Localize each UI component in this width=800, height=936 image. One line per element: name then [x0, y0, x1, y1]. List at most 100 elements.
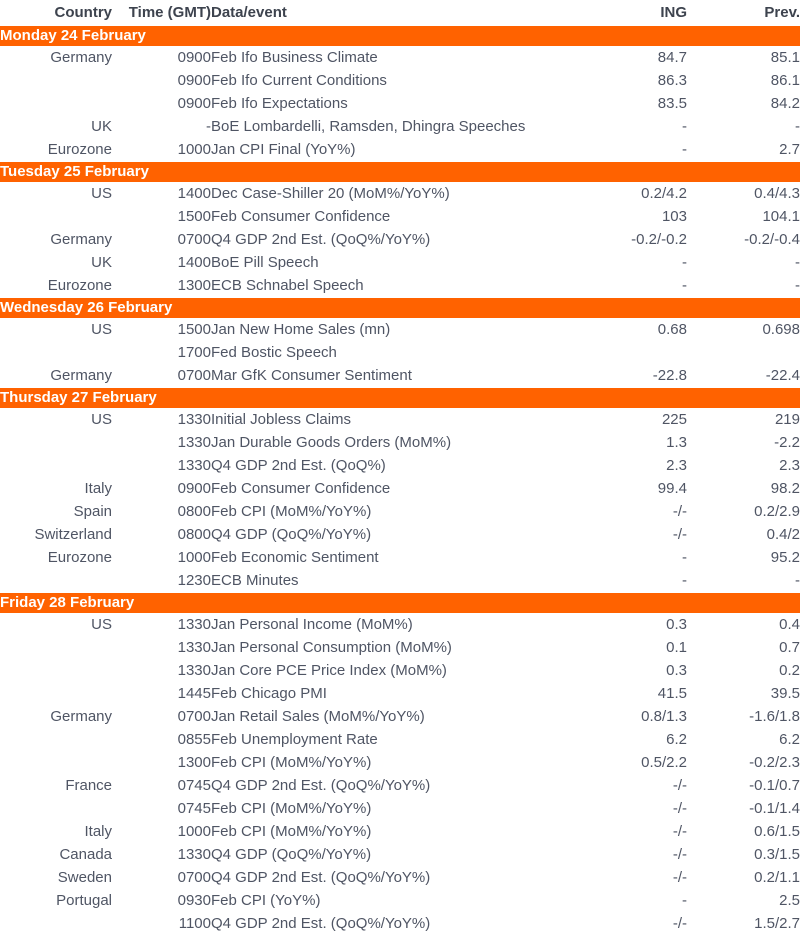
- cell-time: 0800: [177, 503, 211, 520]
- calendar-body: Monday 24 February Germany 0900 Feb Ifo Bus…: [0, 24, 800, 935]
- table-row: Italy 0900 Feb Consumer Confidence 99.4 98.2: [0, 477, 800, 500]
- cell-prev: -: [795, 254, 800, 271]
- cell-prev: 0.4/2: [766, 526, 800, 543]
- cell-time: 1330: [177, 639, 211, 656]
- cell-event: Feb Ifo Business Climate: [211, 49, 378, 67]
- cell-ing: 99.4: [657, 480, 687, 497]
- cell-country: Sweden: [57, 869, 112, 886]
- table-row: Germany 0700 Mar GfK Consumer Sentiment -22…: [0, 364, 800, 387]
- cell-event: Jan Core PCE Price Index (MoM%): [211, 662, 447, 679]
- cell-prev: -0.1/1.4: [749, 800, 800, 817]
- cell-country: US: [91, 185, 112, 203]
- cell-time: 0900: [177, 72, 211, 89]
- cell-time: 0700: [177, 231, 211, 248]
- cell-country: Germany: [50, 231, 112, 248]
- table-row: 0900 Feb Ifo Current Conditions 86.3 86.1: [0, 69, 800, 92]
- cell-prev: -0.1/0.7: [749, 777, 800, 794]
- cell-event: BoE Pill Speech: [211, 254, 319, 271]
- table-row: 1445 Feb Chicago PMI 41.5 39.5: [0, 682, 800, 705]
- cell-time: 1400: [177, 254, 211, 271]
- cell-time: 1330: [177, 411, 211, 429]
- header-row: Country Time (GMT) Data/event ING Prev.: [0, 0, 800, 25]
- cell-country: [0, 728, 112, 751]
- cell-time: 0855: [177, 731, 211, 748]
- cell-prev: 6.2: [779, 731, 800, 748]
- cell-country: Canada: [59, 846, 112, 863]
- cell-event: Feb Chicago PMI: [211, 685, 327, 702]
- day-header-label: Tuesday 25 February: [0, 160, 800, 183]
- cell-event: Jan CPI Final (YoY%): [211, 140, 356, 158]
- cell-prev: 85.1: [770, 49, 800, 67]
- header-data-event: Data/event: [211, 3, 287, 21]
- cell-ing: -/-: [672, 869, 687, 886]
- cell-prev: 2.5: [779, 892, 800, 909]
- cell-event: Jan Retail Sales (MoM%/YoY%): [211, 708, 425, 725]
- cell-country: Switzerland: [34, 526, 112, 543]
- cell-time: 1300: [177, 276, 211, 294]
- cell-event: Feb Consumer Confidence: [211, 208, 391, 225]
- cell-ing: -/-: [672, 915, 687, 932]
- cell-ing: 83.5: [657, 95, 687, 112]
- cell-time: 0900: [177, 480, 211, 497]
- cell-prev: 98.2: [770, 480, 800, 497]
- cell-prev: 0.2/1.1: [754, 869, 800, 886]
- day-header-row: Wednesday 26 February: [0, 296, 800, 319]
- table-row: 1300 Feb CPI (MoM%/YoY%) 0.5/2.2 -0.2/2.3: [0, 751, 800, 774]
- cell-time: 1700: [177, 344, 211, 361]
- day-header-label: Thursday 27 February: [0, 386, 800, 409]
- cell-prev: 0.7: [779, 639, 800, 656]
- cell-ing: -/-: [672, 526, 687, 543]
- cell-ing: 84.7: [657, 49, 687, 67]
- cell-time: 1330: [177, 616, 211, 634]
- table-row: Germany 0700 Jan Retail Sales (MoM%/YoY%) 0…: [0, 705, 800, 728]
- cell-ing: 0.2/4.2: [641, 185, 687, 203]
- cell-prev: 1.5/2.7: [754, 915, 800, 932]
- table-row: 0900 Feb Ifo Expectations 83.5 84.2: [0, 92, 800, 115]
- cell-ing: 2.3: [666, 457, 687, 474]
- cell-event: ECB Minutes: [211, 571, 299, 589]
- table-row: Eurozone 1000 Jan CPI Final (YoY%) - 2.7: [0, 138, 800, 161]
- table-row: US 1330 Initial Jobless Claims 225 219: [0, 408, 800, 431]
- cell-event: Initial Jobless Claims: [211, 411, 352, 429]
- day-header-row: Thursday 27 February: [0, 386, 800, 409]
- cell-time: 0700: [177, 708, 211, 725]
- table-row: Italy 1000 Feb CPI (MoM%/YoY%) -/- 0.6/1.5: [0, 820, 800, 843]
- cell-event: Jan Personal Income (MoM%): [211, 616, 413, 634]
- table-row: 1700 Fed Bostic Speech: [0, 341, 800, 364]
- table-row: Spain 0800 Feb CPI (MoM%/YoY%) -/- 0.2/2.9: [0, 500, 800, 523]
- table-row: Eurozone 1300 ECB Schnabel Speech - -: [0, 274, 800, 297]
- cell-prev: 0.4/4.3: [754, 185, 800, 203]
- cell-time: 1330: [177, 434, 211, 451]
- table-row: Eurozone 1000 Feb Economic Sentiment - 95.2: [0, 546, 800, 569]
- cell-country: US: [91, 411, 112, 429]
- cell-country: [0, 92, 112, 115]
- cell-prev: 39.5: [770, 685, 800, 702]
- cell-event: Q4 GDP 2nd Est. (QoQ%/YoY%): [211, 869, 431, 886]
- cell-time: 0800: [177, 526, 211, 543]
- cell-time: 1100: [178, 915, 211, 932]
- cell-ing: 1.3: [666, 434, 687, 451]
- cell-ing: -/-: [672, 777, 687, 794]
- cell-country: [0, 797, 112, 820]
- cell-event: Feb Unemployment Rate: [211, 731, 378, 748]
- table-row: 1500 Feb Consumer Confidence 103 104.1: [0, 205, 800, 228]
- cell-prev: 0.2: [779, 662, 800, 679]
- table-row: Switzerland 0800 Q4 GDP (QoQ%/YoY%) -/- 0.4/…: [0, 523, 800, 546]
- cell-country: Eurozone: [47, 276, 112, 294]
- cell-country: Germany: [50, 49, 112, 67]
- cell-country: Italy: [84, 823, 112, 840]
- header-time-gmt: Time (GMT): [128, 3, 211, 21]
- cell-event: Q4 GDP 2nd Est. (QoQ%/YoY%): [211, 777, 431, 794]
- cell-prev: 95.2: [770, 549, 800, 566]
- cell-ing: -: [682, 140, 687, 158]
- cell-time: 0900: [177, 49, 211, 67]
- cell-ing: 86.3: [657, 72, 687, 89]
- cell-prev: 0.698: [762, 321, 800, 339]
- cell-country: [0, 69, 112, 92]
- cell-ing: -: [682, 571, 687, 589]
- cell-event: Feb CPI (MoM%/YoY%): [211, 503, 372, 520]
- day-header-label: Monday 24 February: [0, 24, 800, 47]
- table-row: 1330 Jan Core PCE Price Index (MoM%) 0.3 0.…: [0, 659, 800, 682]
- cell-event: Feb CPI (YoY%): [211, 892, 321, 909]
